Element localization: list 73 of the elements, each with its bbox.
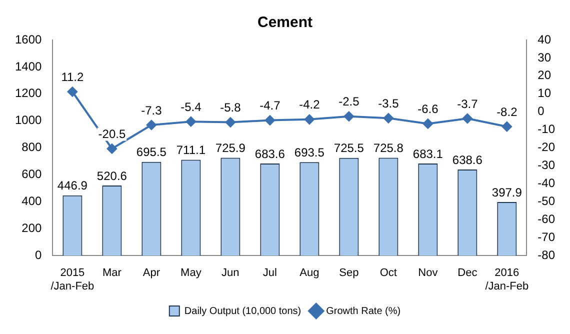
- point: [106, 144, 117, 154]
- point: [146, 120, 156, 130]
- y2-tick-label: -70: [538, 230, 556, 244]
- legend-label: Growth Rate (%): [326, 306, 401, 317]
- data-label: -5.8: [220, 100, 242, 115]
- y2-tick-label: -50: [538, 194, 556, 208]
- y-tick-label: 1200: [14, 86, 42, 100]
- x-tick-label: Jul: [262, 267, 277, 280]
- data-label: -3.5: [378, 96, 400, 110]
- data-label: 683.1: [412, 146, 444, 161]
- data-label: -4.2: [299, 98, 320, 112]
- point: [344, 111, 354, 122]
- data-label: -7.3: [141, 103, 162, 118]
- y2-tick-label: 40: [538, 32, 552, 46]
- x-tick-label: Apr: [142, 267, 160, 280]
- x-tick-label: Mar: [102, 267, 122, 280]
- y2-tick-label: -10: [538, 122, 556, 136]
- y-tick-label: 1400: [14, 59, 42, 74]
- point: [304, 114, 314, 124]
- data-label: 711.1: [176, 143, 206, 158]
- y2-tick-label: -30: [538, 158, 556, 172]
- x-tick-label: Nov: [418, 267, 438, 280]
- data-label: -5.4: [180, 100, 202, 114]
- data-label: -20.5: [98, 127, 126, 142]
- point: [264, 115, 275, 126]
- data-label: 695.5: [136, 145, 167, 160]
- y2-tick-label: -60: [538, 212, 556, 226]
- y2-tick-label: 30: [538, 50, 552, 64]
- y-tick-label: 800: [22, 140, 42, 154]
- y-tick-label: 1000: [14, 113, 42, 128]
- data-label: 725.8: [373, 141, 404, 156]
- data-label: 638.6: [452, 152, 483, 167]
- data-label: -6.6: [418, 102, 439, 116]
- y2-tick-label: -40: [538, 176, 556, 190]
- y-tick-label: 1600: [14, 32, 42, 46]
- x-tick-label: Dec: [458, 267, 478, 280]
- data-label: 725.5: [334, 141, 364, 156]
- data-label: 725.9: [215, 141, 246, 156]
- data-label: -4.7: [260, 98, 281, 113]
- x-tick-label: Jun: [222, 267, 240, 280]
- data-label: 693.5: [294, 145, 325, 160]
- y-tick-label: 200: [22, 220, 42, 235]
- y2-tick-label: 20: [538, 68, 552, 82]
- point: [502, 122, 512, 132]
- y2-tick-label: 0: [538, 104, 545, 118]
- point: [67, 86, 78, 97]
- data-label: -2.5: [338, 94, 360, 109]
- x-tick-label: 2015 /Jan-Feb: [50, 267, 94, 292]
- data-label: 397.9: [492, 185, 522, 200]
- x-tick-label: Oct: [380, 267, 397, 280]
- chart-title: Cement: [257, 14, 313, 32]
- data-label: 683.6: [254, 146, 286, 161]
- point: [383, 113, 394, 124]
- y-tick-label: 400: [22, 194, 42, 208]
- x-tick-label: 2016 /Jan-Feb: [485, 267, 529, 292]
- y-tick-label: 600: [22, 167, 42, 182]
- point: [422, 118, 433, 129]
- data-label: 11.2: [61, 70, 84, 84]
- point: [225, 117, 236, 128]
- x-tick-label: May: [180, 267, 202, 280]
- y-tick-label: 0: [35, 248, 42, 262]
- data-label: 520.6: [96, 168, 128, 183]
- x-tick-label: Aug: [300, 267, 320, 280]
- point: [462, 114, 472, 124]
- y2-tick-label: -80: [538, 248, 556, 262]
- point: [186, 116, 196, 127]
- data-label: 446.9: [57, 178, 88, 193]
- y2-tick-label: -20: [538, 140, 556, 154]
- data-label: -3.7: [457, 96, 478, 111]
- y2-tick-label: 10: [538, 86, 552, 100]
- legend-label: Daily Output (10,000 tons): [184, 306, 302, 317]
- x-tick-label: Sep: [339, 267, 359, 280]
- data-label: -8.2: [496, 104, 518, 119]
